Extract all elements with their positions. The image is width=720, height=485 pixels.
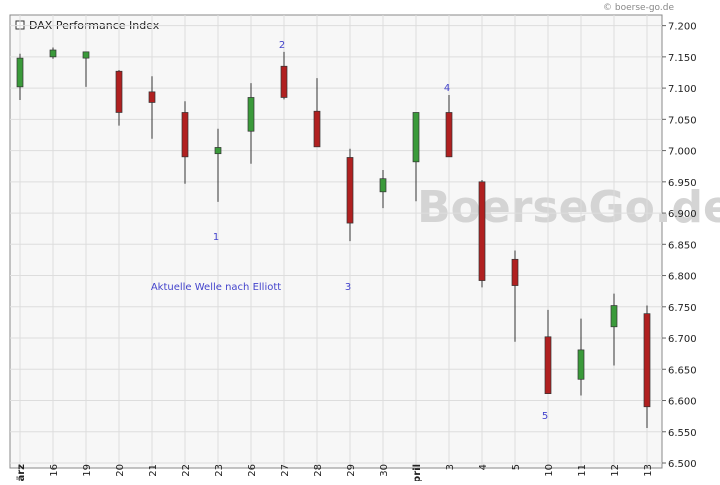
y-tick-label: 6.750 [668,303,697,314]
y-tick-label: 6.600 [668,397,697,408]
candle-body [313,110,321,148]
x-tick-label: 26 [247,464,258,477]
annotation: 4 [444,83,450,94]
x-tick-label: 30 [379,464,390,477]
y-tick-label: 6.800 [668,272,697,283]
candle-body [478,181,486,281]
y-tick-label: 6.500 [668,459,697,470]
candle-body [577,349,585,380]
candle-body [214,147,222,155]
x-tick-label: 27 [280,464,291,477]
candle-body [16,57,24,88]
candle-body [379,178,387,193]
candle-body [346,157,354,224]
candle-body [49,49,57,58]
y-tick-label: 6.900 [668,209,697,220]
watermark: BoerseGo.de [417,182,720,233]
y-tick-label: 6.550 [668,428,697,439]
candle-body [544,336,552,394]
annotation: Aktuelle Welle nach Elliott [151,282,281,293]
x-tick-label: 12 [610,464,621,477]
y-tick-label: 7.000 [668,147,697,158]
candle-body [610,305,618,328]
candle-body [445,112,453,158]
y-tick-label: 7.050 [668,115,697,126]
x-tick-label: 23 [214,464,225,477]
candle-body [148,91,156,103]
x-tick-label: 21 [148,464,159,477]
x-tick-label: 10 [544,464,555,477]
candle-body [82,51,90,59]
y-tick-label: 7.200 [668,22,697,33]
x-tick-label: 28 [313,464,324,477]
x-tick-label: 11 [577,464,588,477]
x-tick-label: 16 [49,464,60,477]
x-tick-label: 13 [643,464,654,477]
annotation: 3 [345,282,351,293]
x-tick-label: 2 April [412,464,423,481]
source: © boerse-go.de [603,3,674,13]
y-tick-label: 6.650 [668,365,697,376]
candle-body [115,70,123,113]
x-tick-label: 5 [511,464,522,470]
y-tick-label: 7.150 [668,53,697,64]
candle-body [643,313,651,408]
y-tick-label: 6.850 [668,240,697,251]
x-tick-label: 20 [115,464,126,477]
candle-body [280,65,288,98]
x-tick-label: 15 März [16,464,27,481]
candle-body [247,97,255,132]
y-tick-label: 6.700 [668,334,697,345]
candle-body [511,258,519,286]
x-tick-label: 22 [181,464,192,477]
x-tick-label: 19 [82,464,93,477]
candle-body [412,112,420,163]
annotation: 5 [542,411,548,422]
annotation: 1 [213,232,219,243]
y-tick-label: 6.950 [668,178,697,189]
x-tick-label: 4 [478,464,489,470]
candle-body [181,112,189,158]
x-tick-label: 29 [346,464,357,477]
y-tick-label: 7.100 [668,84,697,95]
annotation: 2 [279,40,285,51]
x-tick-label: 3 [445,464,456,470]
